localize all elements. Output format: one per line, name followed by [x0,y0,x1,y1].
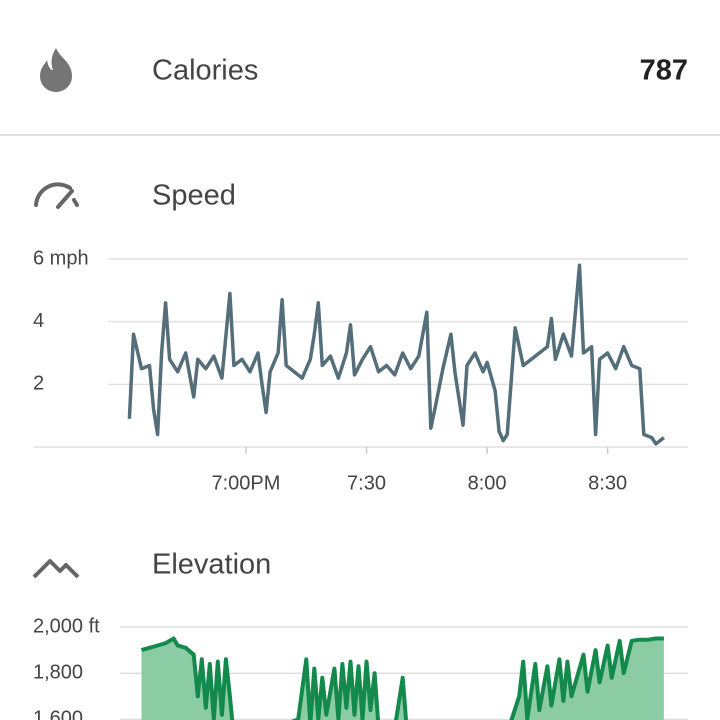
y-tick-label: 1,800 [33,661,83,683]
y-tick-label: 2 [33,373,44,395]
calories-icon [40,48,72,92]
area-line [140,636,664,720]
x-tick-label: 8:00 [468,472,507,494]
speed-icon [34,182,79,209]
speed-title: Speed [152,180,236,212]
x-tick-label: 7:00PM [212,472,281,494]
y-tick-label: 2,000 ft [33,615,100,637]
y-tick-label: 1,600 [33,708,83,720]
y-tick-label: 4 [33,310,44,332]
elevation-title: Elevation [152,549,271,581]
elevation-icon [32,559,80,579]
calories-value: 787 [640,55,688,87]
x-tick-label: 8:30 [588,472,627,494]
line [127,263,665,446]
x-tick-label: 7:30 [347,472,386,494]
calories-label: Calories [152,55,258,87]
y-tick-label: 6 mph [33,247,89,269]
